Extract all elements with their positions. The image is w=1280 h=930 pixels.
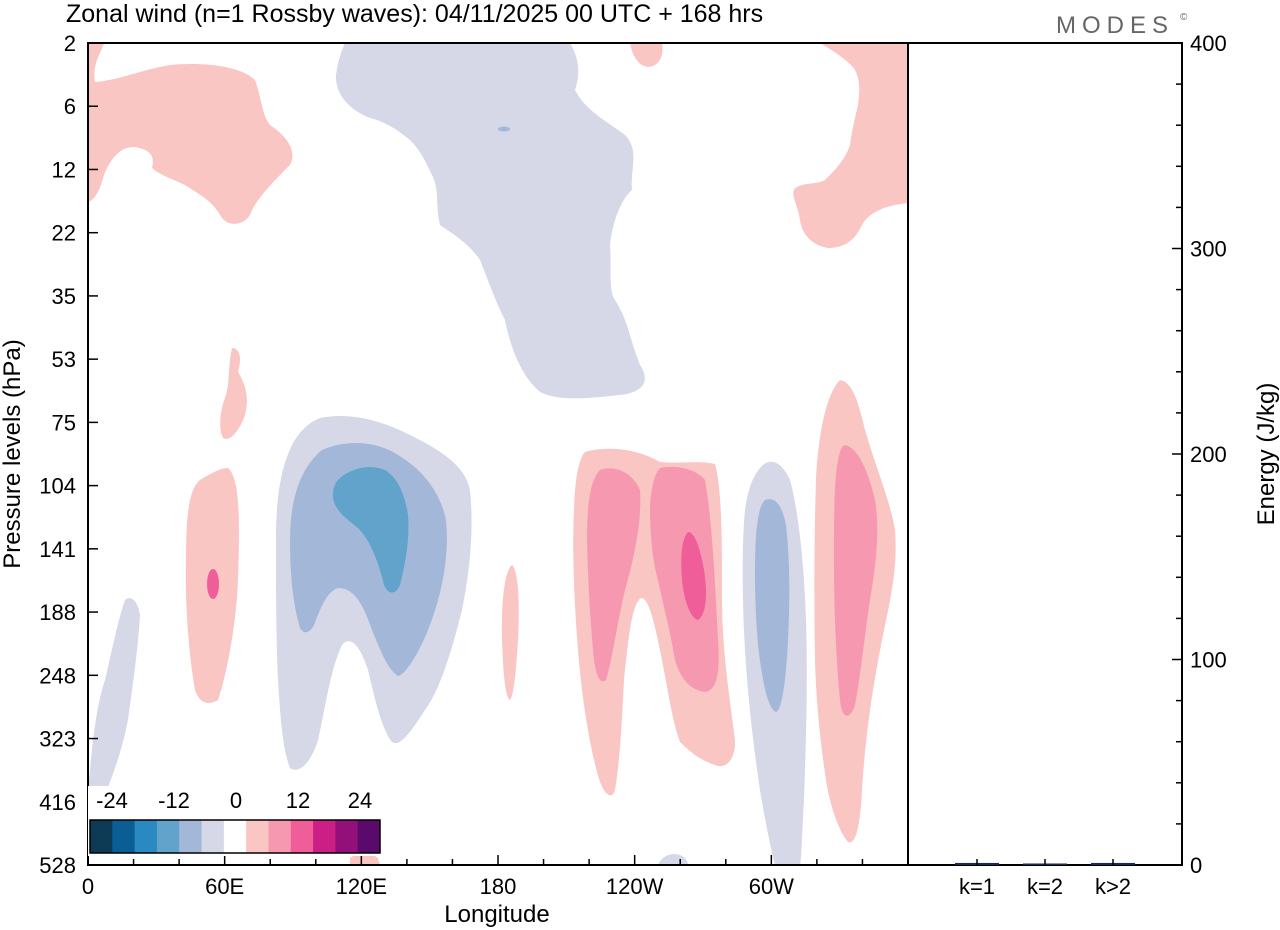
energy-panel-frame bbox=[907, 42, 1183, 866]
contour-positive-bottom-120e bbox=[350, 853, 380, 865]
x-axis-label: Longitude bbox=[444, 901, 549, 928]
colorbar-swatch bbox=[268, 820, 292, 853]
colorbar-swatch bbox=[156, 820, 180, 853]
modes-logo: MODES bbox=[1056, 12, 1174, 39]
contour-positive-upper-right bbox=[793, 43, 908, 248]
modes-logo-mark: © bbox=[1180, 12, 1188, 23]
colorbar: -24 -12 0 12 24 bbox=[88, 786, 382, 856]
colorbar-swatch bbox=[201, 820, 225, 853]
longitude-axis: 0 60E 120E 180 120W 60W bbox=[82, 855, 909, 899]
energy-tick-label: 0 bbox=[1190, 853, 1202, 878]
k-tick-label: k>2 bbox=[1095, 874, 1131, 899]
colorbar-label: -12 bbox=[158, 788, 190, 813]
y-tick-label: 188 bbox=[39, 600, 76, 625]
colorbar-swatch bbox=[246, 820, 269, 853]
contour-plot bbox=[87, 42, 909, 866]
contour-positive-thin bbox=[220, 348, 247, 439]
colorbar-swatch bbox=[313, 820, 336, 853]
colorbar-swatch bbox=[112, 820, 136, 853]
y-tick-label: 12 bbox=[52, 157, 76, 182]
pressure-axis: 2 6 12 22 35 53 75 104 141 188 248 323 416 528 bbox=[39, 31, 98, 878]
y-tick-label: 141 bbox=[39, 537, 76, 562]
y-tick-label: 53 bbox=[52, 347, 76, 372]
x-tick-label: 0 bbox=[82, 874, 94, 899]
colorbar-frame bbox=[89, 819, 381, 854]
contour-negative-120e-strong bbox=[332, 467, 409, 593]
colorbar-swatch bbox=[335, 820, 359, 853]
y-tick-label: 2 bbox=[64, 31, 76, 56]
y-tick-label: 323 bbox=[39, 727, 76, 752]
contour-negative-upper bbox=[335, 43, 645, 399]
y-tick-label: 6 bbox=[64, 94, 76, 119]
energy-axis-label: Energy (J/kg) bbox=[1253, 383, 1280, 526]
y-tick-label: 104 bbox=[39, 474, 76, 499]
y-axis-label: Pressure levels (hPa) bbox=[0, 339, 26, 568]
energy-panel: 0 100 200 300 400 bbox=[907, 31, 1227, 878]
energy-tick-label: 300 bbox=[1190, 237, 1227, 262]
contour-positive-top-small bbox=[630, 43, 663, 67]
colorbar-swatch bbox=[357, 820, 381, 853]
contour-positive-upper-left bbox=[88, 43, 293, 224]
k-tick-label: k=1 bbox=[959, 874, 995, 899]
colorbar-swatch bbox=[290, 820, 314, 853]
x-tick-label: 180 bbox=[480, 874, 517, 899]
energy-tick-label: 400 bbox=[1190, 31, 1227, 56]
contour-fields bbox=[88, 43, 908, 865]
colorbar-label: 12 bbox=[286, 788, 310, 813]
k-tick-label: k=2 bbox=[1027, 874, 1063, 899]
y-tick-label: 528 bbox=[39, 853, 76, 878]
x-tick-label: 120E bbox=[336, 874, 387, 899]
y-tick-label: 248 bbox=[39, 663, 76, 688]
x-tick-label: 60W bbox=[749, 874, 794, 899]
colorbar-label: -24 bbox=[96, 788, 128, 813]
energy-tick-label: 100 bbox=[1190, 648, 1227, 673]
colorbar-label: 0 bbox=[230, 788, 242, 813]
contour-positive-30w-mid bbox=[834, 445, 878, 716]
contour-positive-60e-core bbox=[207, 569, 219, 599]
x-tick-label: 60E bbox=[205, 874, 244, 899]
colorbar-swatch bbox=[90, 820, 113, 853]
colorbar-swatch bbox=[223, 820, 247, 853]
y-tick-label: 416 bbox=[39, 790, 76, 815]
x-tick-label: 120W bbox=[606, 874, 664, 899]
y-tick-label: 35 bbox=[52, 284, 76, 309]
y-tick-label: 22 bbox=[52, 221, 76, 246]
contour-negative-60w-mid bbox=[754, 499, 790, 712]
colorbar-swatch bbox=[179, 820, 203, 853]
contour-negative-speck bbox=[498, 126, 510, 132]
contour-positive-120w-mid-left bbox=[587, 468, 641, 682]
wavenumber-axis: k=1 k=2 k>2 bbox=[959, 859, 1131, 899]
chart-title: Zonal wind (n=1 Rossby waves): 04/11/202… bbox=[66, 0, 763, 28]
contour-negative-lower-left bbox=[88, 598, 140, 835]
energy-tick-label: 200 bbox=[1190, 442, 1227, 467]
colorbar-label: 24 bbox=[348, 788, 372, 813]
contour-positive-120w-strong bbox=[681, 532, 706, 620]
y-tick-label: 75 bbox=[52, 410, 76, 435]
energy-axis-ticks: 0 100 200 300 400 bbox=[1172, 31, 1227, 878]
contour-positive-180 bbox=[501, 565, 519, 700]
colorbar-swatch bbox=[134, 820, 158, 853]
contour-negative-120e-mid bbox=[290, 443, 447, 676]
